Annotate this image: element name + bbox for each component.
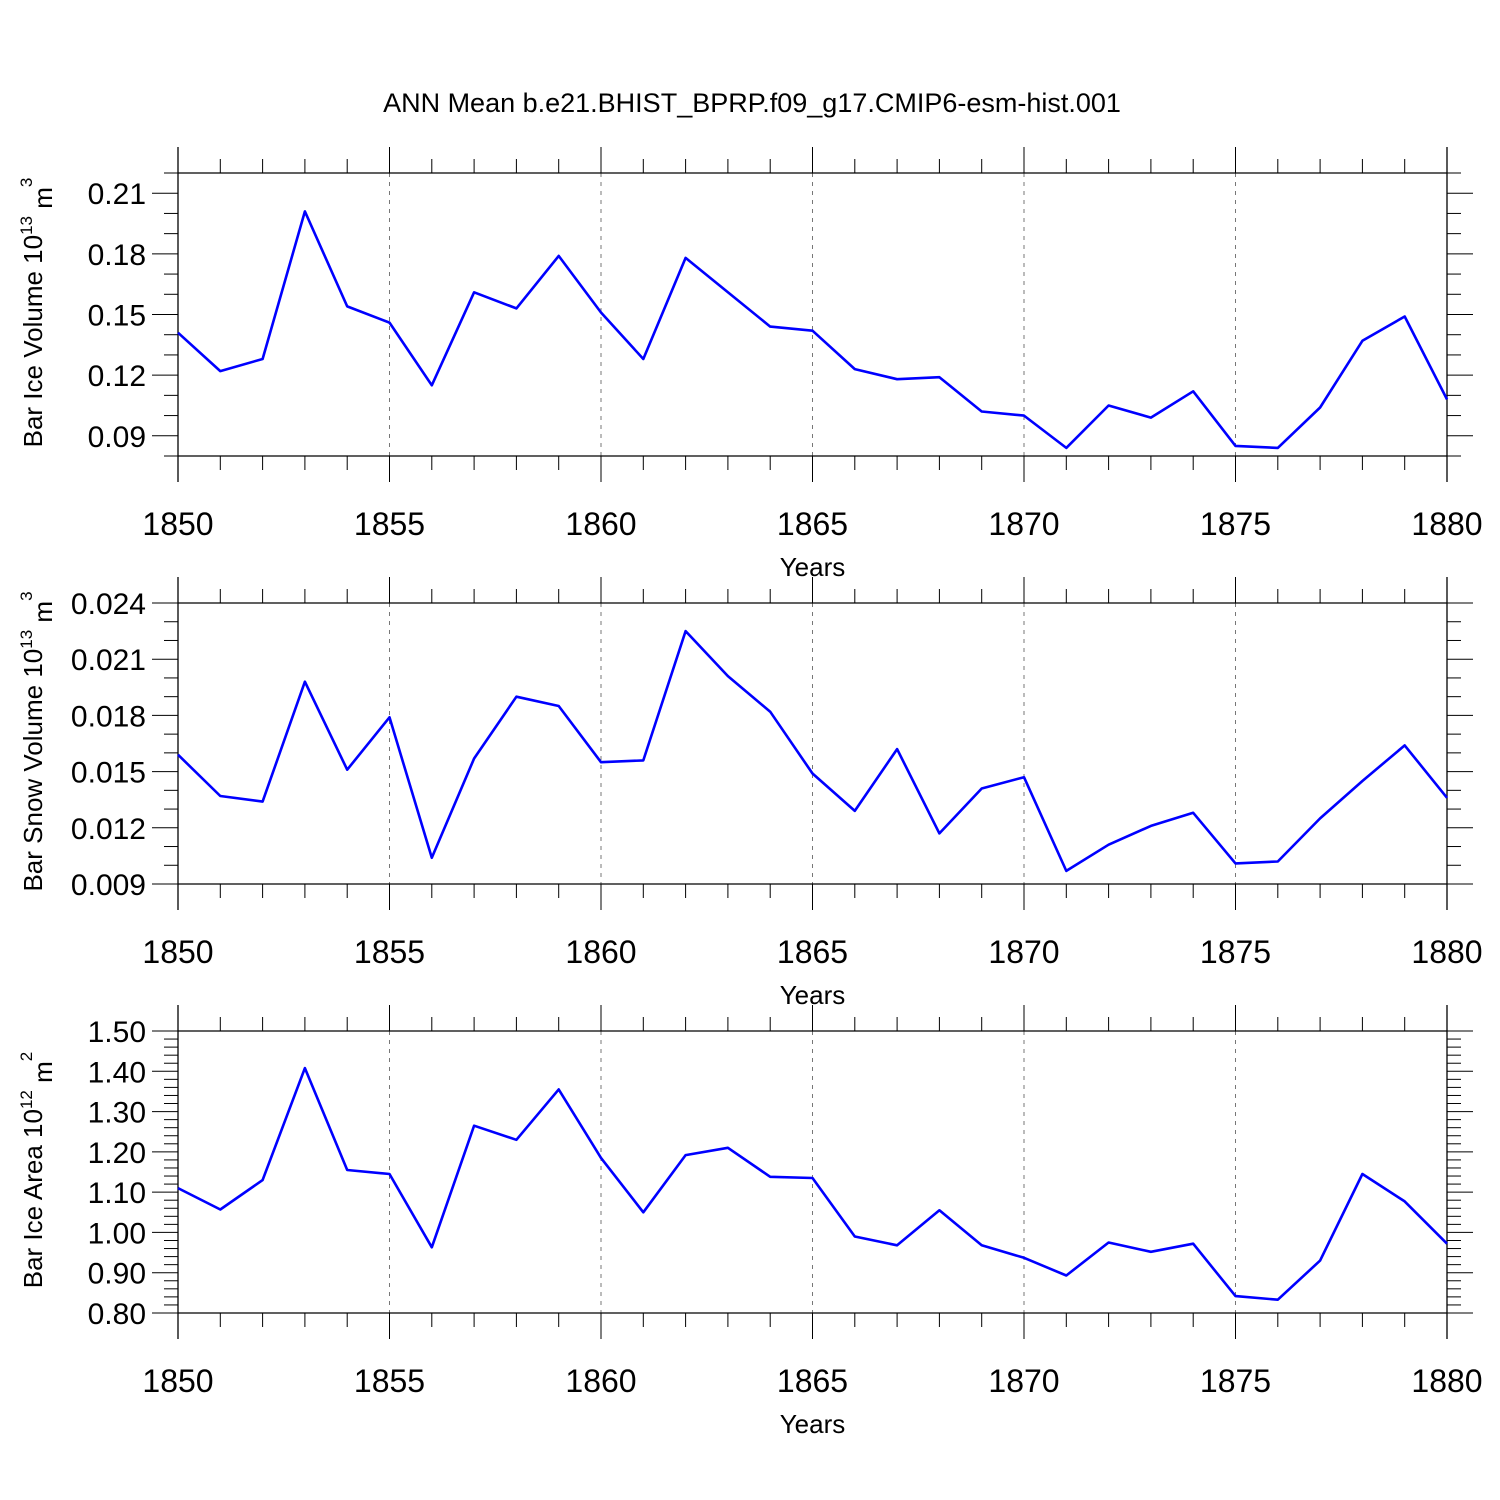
- y-tick-label: 0.015: [71, 757, 146, 790]
- y-label-text: Bar Snow Volume 10: [18, 649, 48, 892]
- panel-1: 0.09 0.12 0.15 0.18 0.21 1850 1855 1860 1865 1870…: [17, 147, 1483, 582]
- series-line: [177, 629, 1449, 873]
- y-tick-label: 0.12: [88, 360, 146, 393]
- y-tick-label: 0.021: [71, 644, 146, 677]
- y-tick-label: 1.30: [88, 1097, 146, 1130]
- y-label-superscript: 13: [17, 216, 36, 235]
- y-axis-label: Bar Ice Volume 1013 m3: [17, 178, 58, 448]
- y-label-unit: m: [28, 187, 58, 216]
- y-tick-label: 0.90: [88, 1258, 146, 1291]
- x-tick-label: 1870: [988, 506, 1059, 542]
- y-label-unit: m: [28, 601, 58, 630]
- x-tick-label: 1860: [565, 934, 636, 970]
- x-axis-label: Years: [780, 1409, 846, 1439]
- y-tick-label: 0.012: [71, 813, 146, 846]
- y-tick-label: 1.10: [88, 1177, 146, 1210]
- y-axis-label: Bar Ice Area 1012 m2: [17, 1052, 58, 1289]
- y-tick-label: 0.009: [71, 869, 146, 902]
- series-line: [177, 210, 1449, 450]
- chart-title: ANN Mean b.e21.BHIST_BPRP.f09_g17.CMIP6-…: [383, 88, 1121, 118]
- x-tick-label: 1865: [777, 934, 848, 970]
- y-tick-label: 1.40: [88, 1056, 146, 1089]
- y-tick-label: 0.15: [88, 300, 146, 333]
- y-label-superscript: 3: [17, 178, 36, 187]
- x-tick-label: 1875: [1200, 934, 1271, 970]
- y-label-superscript: 12: [17, 1090, 36, 1109]
- x-tick-label: 1870: [988, 1363, 1059, 1399]
- y-tick-label: 1.20: [88, 1137, 146, 1170]
- y-label-text: Bar Ice Volume 10: [18, 235, 48, 447]
- y-tick-label: 1.50: [88, 1016, 146, 1049]
- x-tick-label: 1850: [142, 1363, 213, 1399]
- y-label-unit: m: [28, 1061, 58, 1090]
- x-tick-label: 1855: [354, 506, 425, 542]
- x-tick-label: 1875: [1200, 1363, 1271, 1399]
- y-label-superscript: 13: [17, 630, 36, 649]
- x-tick-label: 1865: [777, 1363, 848, 1399]
- y-tick-label: 0.21: [88, 178, 146, 211]
- y-tick-label: 0.09: [88, 421, 146, 454]
- x-tick-label: 1855: [354, 934, 425, 970]
- y-tick-label: 0.80: [88, 1298, 146, 1331]
- y-label-superscript: 2: [17, 1052, 36, 1061]
- series-line: [177, 1066, 1448, 1301]
- x-tick-label: 1880: [1411, 1363, 1482, 1399]
- panels: 0.09 0.12 0.15 0.18 0.21 1850 1855 1860 1865 1870…: [17, 147, 1483, 1439]
- x-tick-label: 1880: [1411, 934, 1482, 970]
- y-label-text: Bar Ice Area 10: [18, 1109, 48, 1288]
- panel-2: 0.009 0.012 0.015 0.018 0.021 0.024 1850 1855 18…: [17, 577, 1483, 1010]
- x-tick-label: 1875: [1200, 506, 1271, 542]
- x-tick-label: 1850: [142, 934, 213, 970]
- panel-3: 0.80 0.90 1.00 1.10 1.20 1.30 1.40 1.50 1850 1855…: [17, 1005, 1483, 1439]
- x-tick-label: 1865: [777, 506, 848, 542]
- y-tick-label: 0.018: [71, 700, 146, 733]
- x-tick-label: 1855: [354, 1363, 425, 1399]
- y-tick-label: 0.18: [88, 239, 146, 272]
- y-axis-label: Bar Snow Volume 1013 m3: [17, 591, 58, 891]
- x-tick-label: 1860: [565, 506, 636, 542]
- y-label-superscript: 3: [17, 591, 36, 600]
- x-tick-label: 1880: [1411, 506, 1482, 542]
- y-tick-label: 1.00: [88, 1217, 146, 1250]
- y-tick-label: 0.024: [71, 588, 146, 621]
- x-tick-label: 1850: [142, 506, 213, 542]
- x-tick-label: 1860: [565, 1363, 636, 1399]
- x-tick-label: 1870: [988, 934, 1059, 970]
